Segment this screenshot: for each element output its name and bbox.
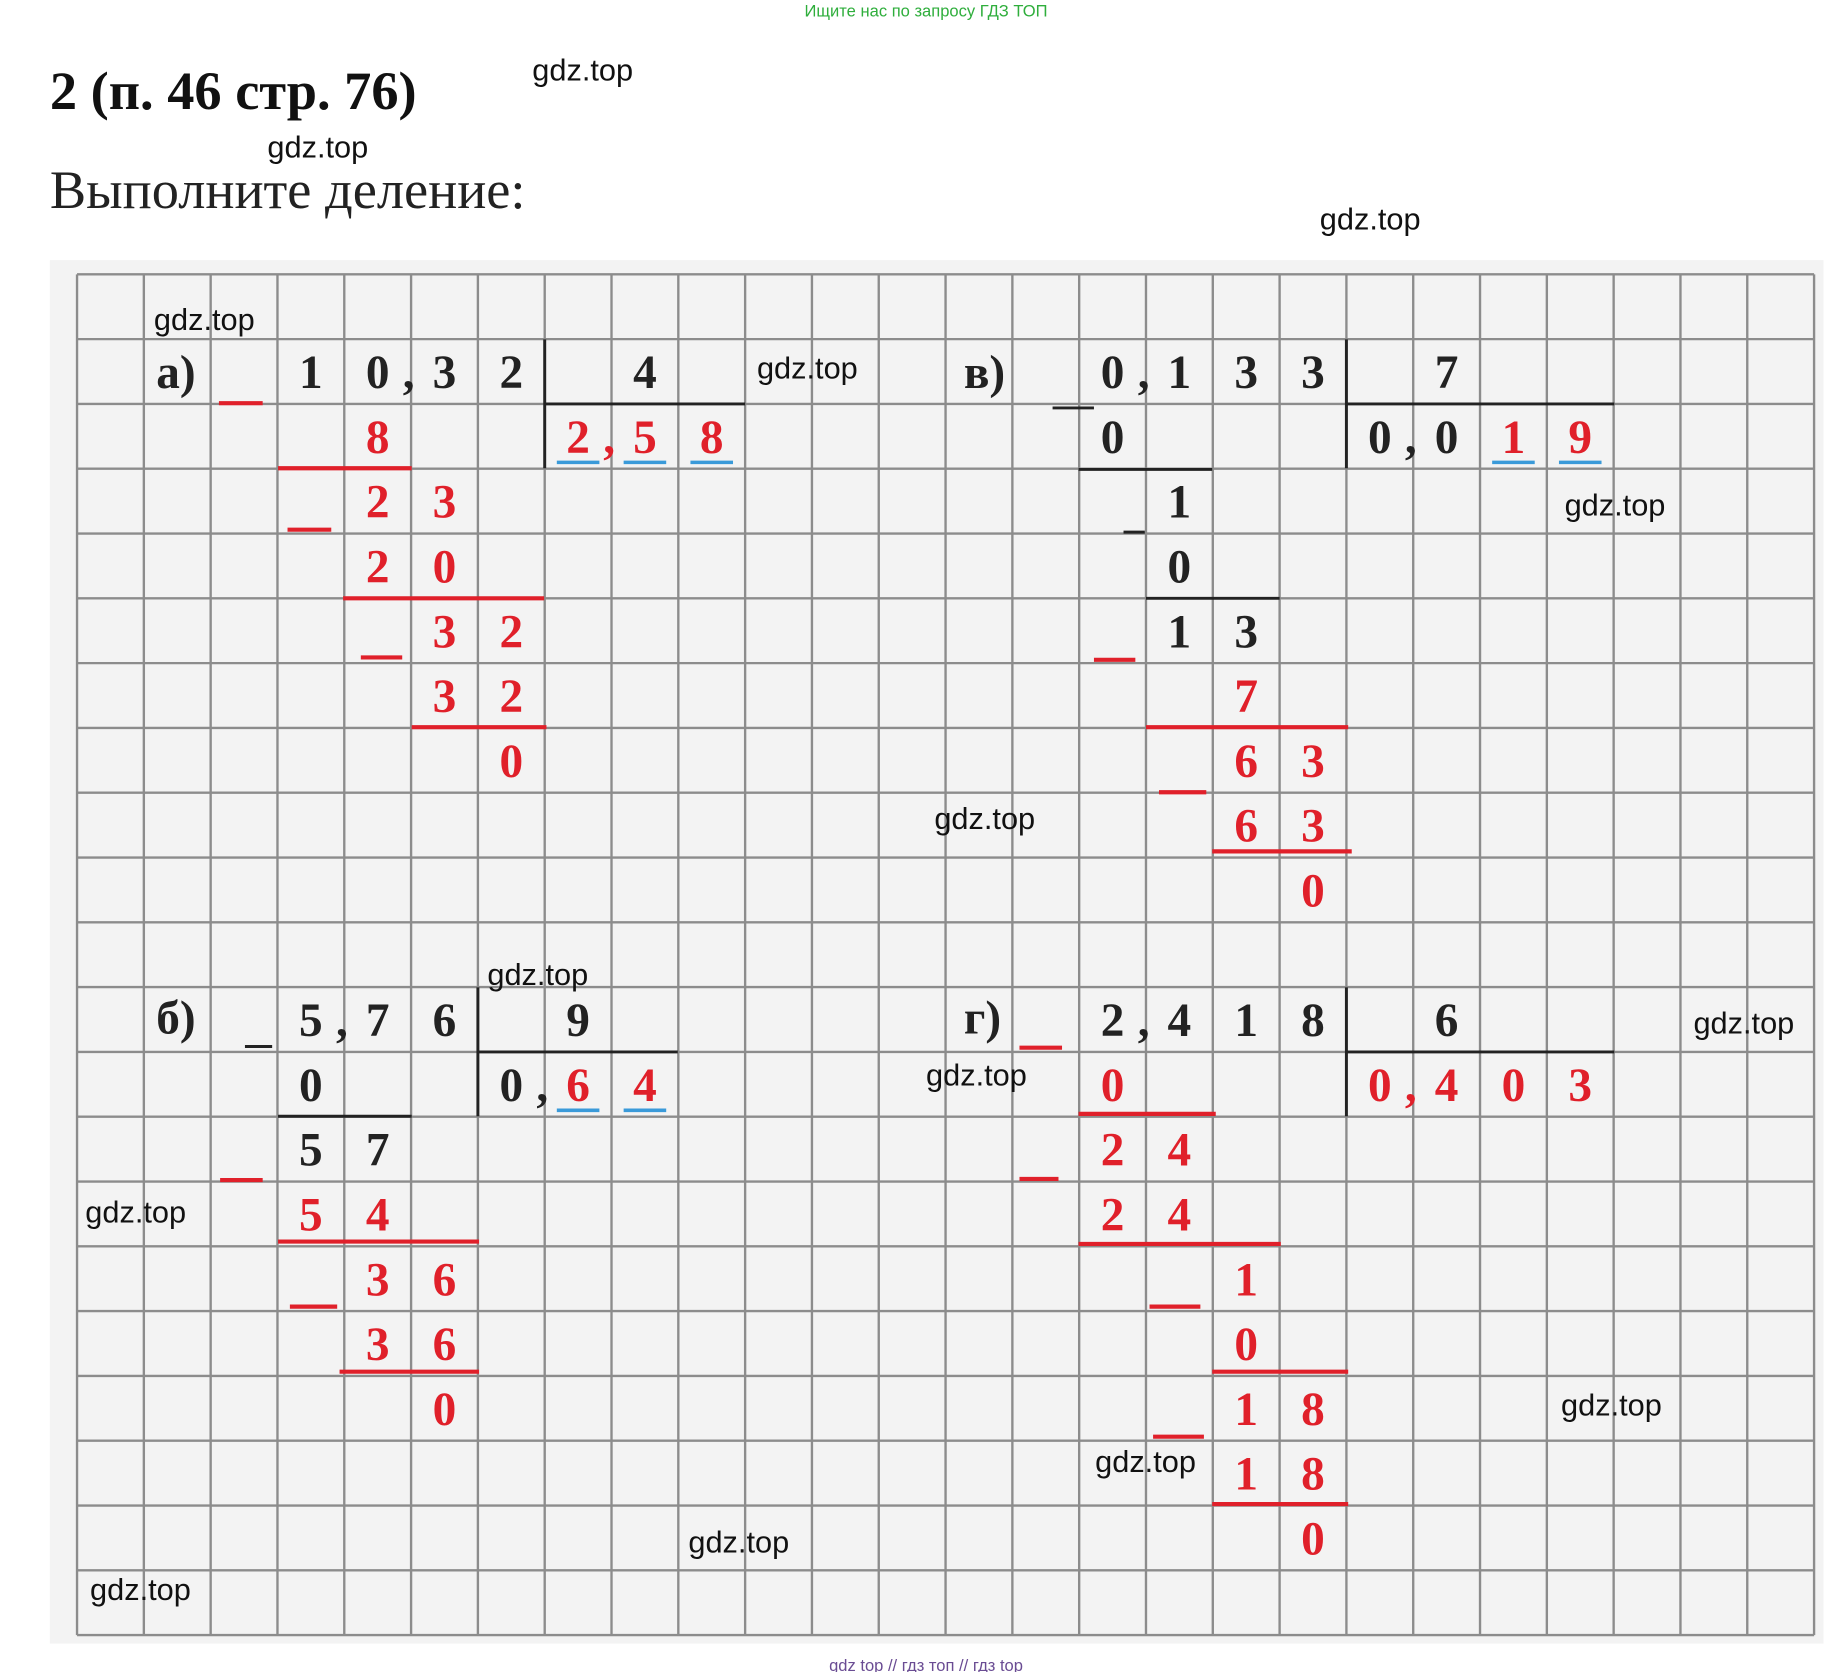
solution-step: 7 [1234,671,1258,723]
footer: gdz top // гдз топ // гдз top [829,1656,1023,1672]
given-step: 0 [1168,541,1192,593]
divisor: 6 [1435,995,1459,1047]
solution-step: 0 [433,1384,457,1436]
watermark: gdz.top [1095,1444,1196,1479]
watermark: gdz.top [1320,201,1421,236]
watermark: gdz.top [487,957,588,992]
divisor: 9 [566,995,590,1047]
watermark: gdz.top [85,1195,186,1230]
problem-label: в) [964,347,1005,399]
problem-label: а) [156,347,195,399]
watermark: gdz.top [926,1057,1027,1092]
divisor: 4 [633,347,657,399]
watermark: gdz.top [934,801,1035,836]
solution-step: 0 [1301,1513,1325,1565]
watermark: gdz.top [757,350,858,385]
banner: Ищите нас по запросу ГДЗ ТОП [805,2,1048,21]
quotient: 2,58 [566,412,723,464]
given-step: 0 [1101,412,1125,464]
dividend: 5,76 [299,995,456,1047]
solution-step: 1 [1234,1254,1258,1306]
given-step: 0 [299,1060,323,1112]
watermark: gdz.top [154,302,255,337]
solution-step: 0 [1301,865,1325,917]
watermark: gdz.top [1561,1387,1662,1422]
solution-step: 0 [1234,1319,1258,1371]
watermark: gdz.top [90,1572,191,1607]
instruction: Выполните деление: [50,160,526,220]
solution-step: 0 [1101,1060,1125,1112]
solution-step: 8 [366,412,390,464]
watermark: gdz.top [1693,1005,1794,1040]
problem-label: г) [964,992,1001,1044]
watermark: gdz.top [688,1525,789,1560]
watermark: gdz.top [532,52,633,87]
quotient-given: 0,0 [1368,412,1458,464]
given-step: 1 [1168,477,1192,529]
watermark: gdz.top [267,129,368,164]
watermark: gdz.top [1565,488,1666,523]
title: 2 (п. 46 стр. 76) [50,61,417,121]
grid [75,273,1816,1637]
solution-step: 0 [499,736,523,788]
divisor: 7 [1435,347,1459,399]
problem-label: б) [156,992,195,1044]
